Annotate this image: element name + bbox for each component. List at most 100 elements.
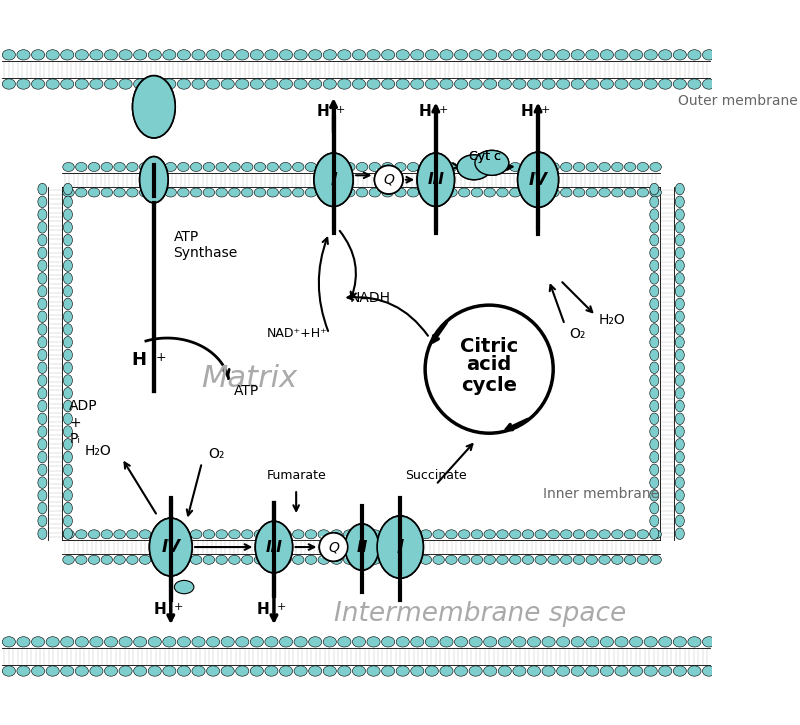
Ellipse shape <box>410 79 424 89</box>
Circle shape <box>374 165 403 194</box>
Bar <box>346 536 378 558</box>
Ellipse shape <box>2 637 15 647</box>
Ellipse shape <box>46 50 59 60</box>
Ellipse shape <box>165 162 176 172</box>
Ellipse shape <box>469 50 482 60</box>
Ellipse shape <box>229 555 240 564</box>
Ellipse shape <box>63 349 73 361</box>
Ellipse shape <box>38 489 47 501</box>
Ellipse shape <box>561 555 572 564</box>
Ellipse shape <box>280 188 291 197</box>
Text: I: I <box>330 170 337 189</box>
Ellipse shape <box>624 162 636 172</box>
Ellipse shape <box>236 637 249 647</box>
Ellipse shape <box>650 188 662 197</box>
Ellipse shape <box>650 502 658 514</box>
Ellipse shape <box>31 79 45 89</box>
Ellipse shape <box>497 555 508 564</box>
Ellipse shape <box>216 555 227 564</box>
Ellipse shape <box>644 637 658 647</box>
Ellipse shape <box>62 162 74 172</box>
Ellipse shape <box>518 152 558 207</box>
Ellipse shape <box>586 555 598 564</box>
Ellipse shape <box>343 530 355 539</box>
Ellipse shape <box>574 162 585 172</box>
Ellipse shape <box>38 426 47 437</box>
Ellipse shape <box>192 637 205 647</box>
Ellipse shape <box>63 222 73 233</box>
Ellipse shape <box>265 666 278 676</box>
Ellipse shape <box>306 188 317 197</box>
Ellipse shape <box>650 530 662 539</box>
Ellipse shape <box>338 637 351 647</box>
Bar <box>62 540 660 554</box>
Ellipse shape <box>206 637 220 647</box>
Ellipse shape <box>542 50 555 60</box>
Ellipse shape <box>513 50 526 60</box>
Ellipse shape <box>615 50 628 60</box>
Bar <box>256 536 292 558</box>
Text: acid: acid <box>466 355 512 374</box>
Ellipse shape <box>561 188 572 197</box>
Ellipse shape <box>38 439 47 450</box>
Ellipse shape <box>206 79 220 89</box>
Ellipse shape <box>306 555 317 564</box>
Ellipse shape <box>522 530 534 539</box>
Text: I: I <box>397 537 404 557</box>
Text: ATP
Synthase: ATP Synthase <box>174 230 238 260</box>
Ellipse shape <box>280 162 291 172</box>
Ellipse shape <box>152 555 164 564</box>
Ellipse shape <box>458 530 470 539</box>
Ellipse shape <box>46 637 59 647</box>
Ellipse shape <box>417 153 454 207</box>
Ellipse shape <box>650 375 658 386</box>
Ellipse shape <box>611 530 623 539</box>
Ellipse shape <box>599 162 610 172</box>
Ellipse shape <box>63 515 73 526</box>
Ellipse shape <box>75 162 87 172</box>
Ellipse shape <box>63 439 73 450</box>
Ellipse shape <box>630 637 642 647</box>
Text: O₂: O₂ <box>570 326 586 341</box>
Ellipse shape <box>139 555 151 564</box>
Ellipse shape <box>216 162 227 172</box>
Ellipse shape <box>367 50 380 60</box>
Ellipse shape <box>615 637 628 647</box>
Ellipse shape <box>343 555 355 564</box>
Ellipse shape <box>650 222 658 233</box>
Ellipse shape <box>446 162 457 172</box>
Ellipse shape <box>38 183 47 195</box>
Ellipse shape <box>134 666 146 676</box>
Text: IV: IV <box>529 170 547 189</box>
Ellipse shape <box>148 50 162 60</box>
Ellipse shape <box>377 516 423 578</box>
Ellipse shape <box>440 79 453 89</box>
Text: NAD⁺+H⁺: NAD⁺+H⁺ <box>267 327 327 340</box>
Ellipse shape <box>63 413 73 425</box>
Ellipse shape <box>255 521 293 573</box>
Ellipse shape <box>382 162 394 172</box>
Bar <box>141 169 167 191</box>
Ellipse shape <box>63 323 73 335</box>
Ellipse shape <box>571 50 584 60</box>
Bar <box>315 169 352 191</box>
Ellipse shape <box>396 50 410 60</box>
Ellipse shape <box>63 183 73 195</box>
Ellipse shape <box>165 188 176 197</box>
Ellipse shape <box>527 666 541 676</box>
Ellipse shape <box>178 555 189 564</box>
Ellipse shape <box>63 452 73 463</box>
Text: Q: Q <box>383 173 394 187</box>
Ellipse shape <box>440 637 453 647</box>
Ellipse shape <box>190 162 202 172</box>
Ellipse shape <box>702 637 716 647</box>
Text: H: H <box>132 352 146 369</box>
Ellipse shape <box>446 188 457 197</box>
Ellipse shape <box>454 79 468 89</box>
Text: IV: IV <box>162 538 180 556</box>
Ellipse shape <box>88 555 100 564</box>
Ellipse shape <box>38 286 47 297</box>
Ellipse shape <box>250 637 263 647</box>
Ellipse shape <box>314 153 353 207</box>
Ellipse shape <box>190 555 202 564</box>
